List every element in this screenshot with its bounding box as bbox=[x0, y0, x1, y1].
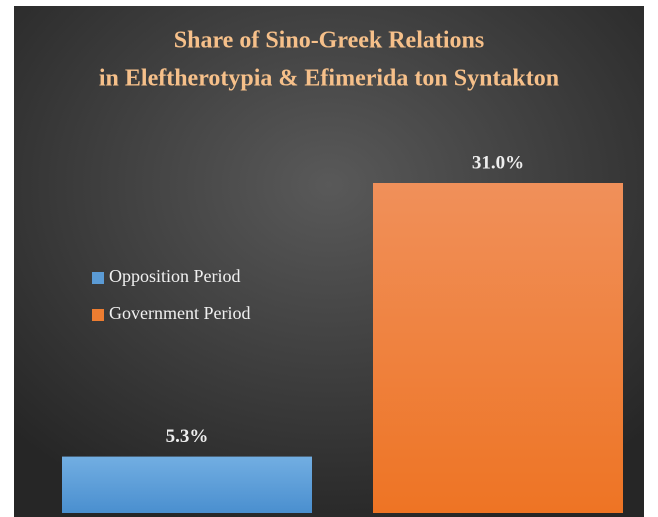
legend-swatch bbox=[92, 309, 104, 321]
data-label: 5.3% bbox=[166, 426, 209, 447]
legend-swatch bbox=[92, 272, 104, 284]
chart-title: in Eleftherotypia & Efimerida ton Syntak… bbox=[99, 66, 559, 92]
bar bbox=[373, 183, 623, 513]
chart-title: Share of Sino-Greek Relations bbox=[174, 28, 484, 54]
bar bbox=[62, 456, 312, 513]
legend-label: Opposition Period bbox=[109, 266, 241, 286]
legend-label: Government Period bbox=[109, 303, 250, 323]
data-label: 31.0% bbox=[472, 152, 524, 173]
